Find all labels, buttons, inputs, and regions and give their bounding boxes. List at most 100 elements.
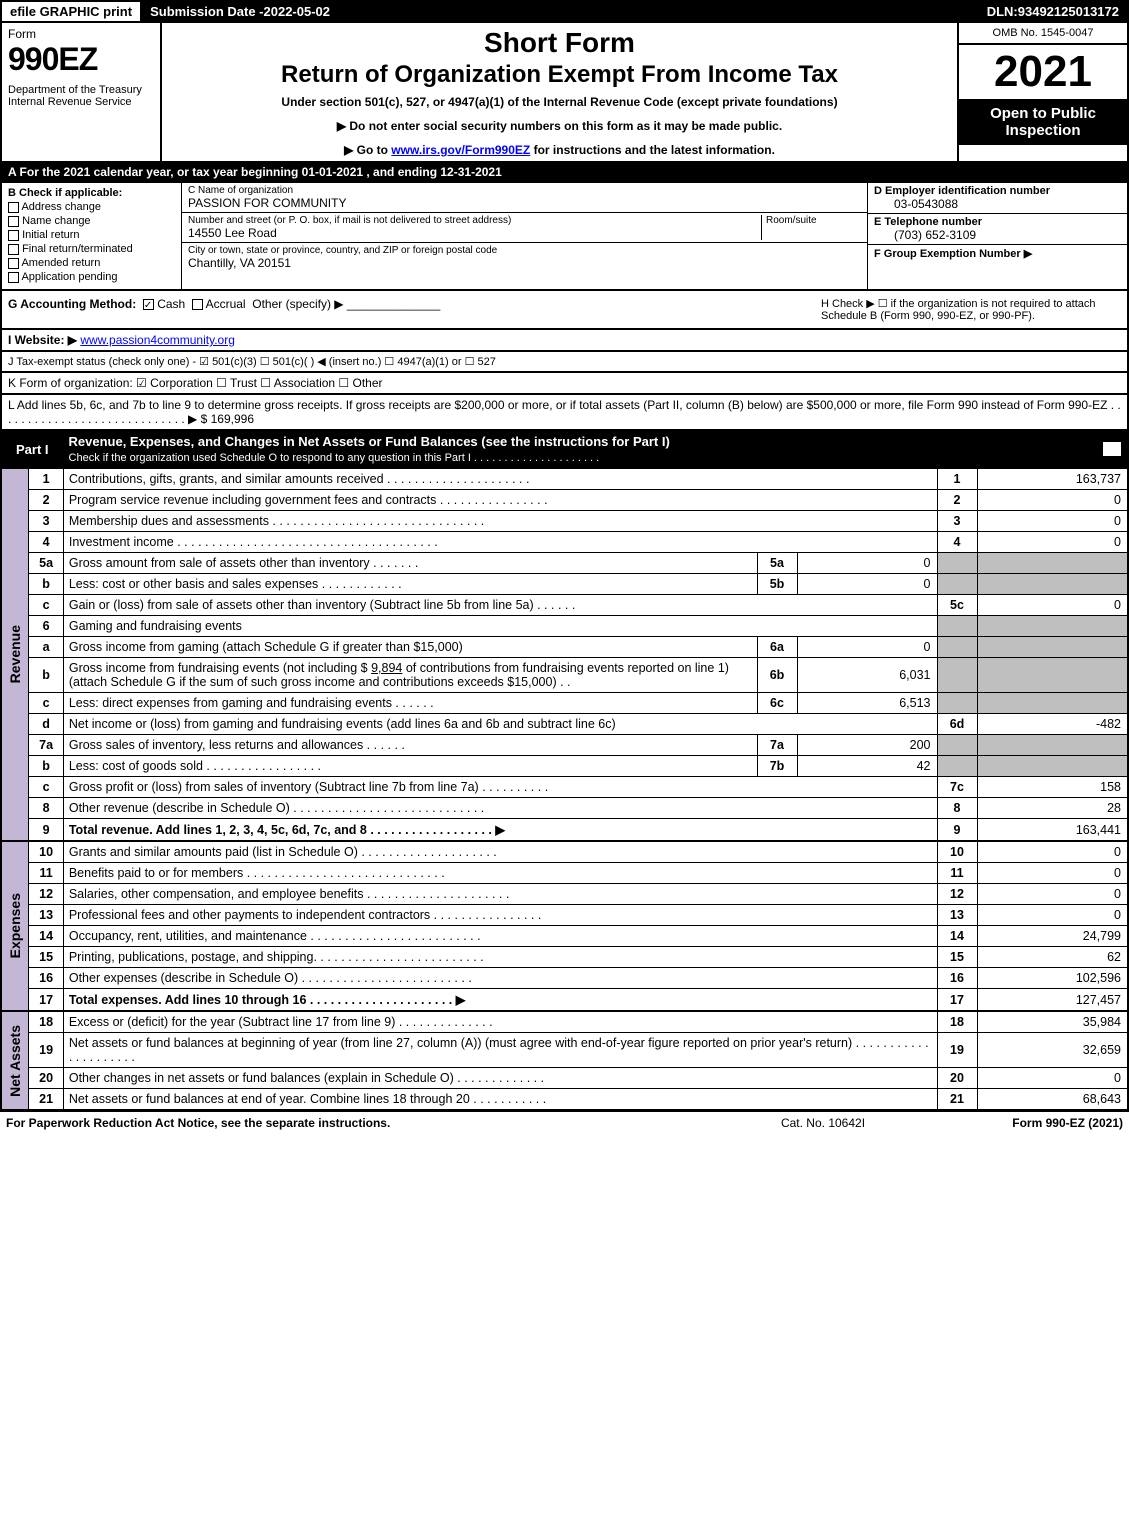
line-i: I Website: ▶ www.passion4community.org [0,330,1129,352]
header-left: Form 990EZ Department of the Treasury In… [2,23,162,161]
amt-2: 0 [977,490,1127,511]
part-i-header: Part I Revenue, Expenses, and Changes in… [0,431,1129,469]
col-c: C Name of organization PASSION FOR COMMU… [182,183,867,289]
form-header: Form 990EZ Department of the Treasury In… [0,23,1129,163]
dln-label: DLN: [987,4,1018,19]
line-15: 15Printing, publications, postage, and s… [29,947,1127,968]
chk-amended-return[interactable]: Amended return [8,257,175,269]
revenue-block: Revenue 1Contributions, gifts, grants, a… [0,469,1129,842]
line-3: 3Membership dues and assessments . . . .… [29,511,1127,532]
amt-12: 0 [977,884,1127,905]
topbar-spacer [340,2,979,21]
warn-ssn: ▶ Do not enter social security numbers o… [166,119,953,133]
side-revenue: Revenue [2,469,29,840]
footer-left: For Paperwork Reduction Act Notice, see … [6,1116,723,1130]
sub-5b: 0 [797,574,937,595]
org-street: 14550 Lee Road [188,226,761,240]
line-16: 16Other expenses (describe in Schedule O… [29,968,1127,989]
g-label: G Accounting Method: [8,297,136,311]
amt-7c: 158 [977,777,1127,798]
line-18: 18Excess or (deficit) for the year (Subt… [29,1012,1127,1033]
chk-accrual[interactable] [192,299,203,310]
l-text: L Add lines 5b, 6c, and 7b to line 9 to … [8,398,1121,426]
chk-name-change[interactable]: Name change [8,215,175,227]
chk-cash[interactable] [143,299,154,310]
amt-8: 28 [977,798,1127,819]
line-5a: 5aGross amount from sale of assets other… [29,553,1127,574]
warn-goto-post: for instructions and the latest informat… [534,143,775,157]
line-13: 13Professional fees and other payments t… [29,905,1127,926]
sub-7b: 42 [797,756,937,777]
expenses-table: 10Grants and similar amounts paid (list … [29,842,1127,1010]
amt-5c: 0 [977,595,1127,616]
line-6c: cLess: direct expenses from gaming and f… [29,693,1127,714]
dln-value: 93492125013172 [1018,4,1119,19]
part-i-check[interactable]: ☑ [1103,442,1121,456]
chk-application-pending[interactable]: Application pending [8,271,175,283]
line-17: 17Total expenses. Add lines 10 through 1… [29,989,1127,1011]
omb-number: OMB No. 1545-0047 [959,23,1127,45]
dln: DLN: 93492125013172 [979,2,1127,21]
line-a: A For the 2021 calendar year, or tax yea… [0,163,1129,183]
part-i-desc: Revenue, Expenses, and Changes in Net As… [69,434,1103,464]
line-h: H Check ▶ ☐ if the organization is not r… [821,297,1121,322]
line-6a: aGross income from gaming (attach Schedu… [29,637,1127,658]
e-label: E Telephone number [874,216,1121,228]
f-label: F Group Exemption Number ▶ [874,247,1121,260]
line-4: 4Investment income . . . . . . . . . . .… [29,532,1127,553]
line-l: L Add lines 5b, 6c, and 7b to line 9 to … [0,395,1129,431]
c-room-label: Room/suite [766,215,861,226]
line-7b: bLess: cost of goods sold . . . . . . . … [29,756,1127,777]
org-name: PASSION FOR COMMUNITY [188,196,861,210]
header-right: OMB No. 1545-0047 2021 Open to Public In… [957,23,1127,161]
line-11: 11Benefits paid to or for members . . . … [29,863,1127,884]
org-city: Chantilly, VA 20151 [188,256,861,270]
top-bar: efile GRAPHIC print Submission Date - 20… [0,0,1129,23]
ein-value: 03-0543088 [874,197,1121,211]
line-9: 9Total revenue. Add lines 1, 2, 3, 4, 5c… [29,819,1127,841]
sub-6b: 6,031 [797,658,937,693]
chk-final-return[interactable]: Final return/terminated [8,243,175,255]
irs-link[interactable]: www.irs.gov/Form990EZ [391,143,530,157]
b-label: B Check if applicable: [8,187,175,199]
tax-year: 2021 [959,45,1127,99]
line-10: 10Grants and similar amounts paid (list … [29,842,1127,863]
open-to-public: Open to Public Inspection [959,99,1127,145]
header-center: Short Form Return of Organization Exempt… [162,23,957,161]
line-5c: cGain or (loss) from sale of assets othe… [29,595,1127,616]
line-g: G Accounting Method: Cash Accrual Other … [8,297,821,322]
form-number: 990EZ [8,41,154,78]
d-label: D Employer identification number [874,185,1121,197]
subdate-value: 2022-05-02 [264,4,331,19]
sub-6a: 0 [797,637,937,658]
warn-goto-pre: ▶ Go to [344,143,391,157]
section-g-h: G Accounting Method: Cash Accrual Other … [0,291,1129,330]
chk-initial-return[interactable]: Initial return [8,229,175,241]
line-1: 1Contributions, gifts, grants, and simil… [29,469,1127,490]
amt-3: 0 [977,511,1127,532]
chk-address-change[interactable]: Address change [8,201,175,213]
revenue-table: 1Contributions, gifts, grants, and simil… [29,469,1127,840]
line-7c: cGross profit or (loss) from sales of in… [29,777,1127,798]
c-name-label: C Name of organization [188,185,861,196]
section-b-c-def: B Check if applicable: Address change Na… [0,183,1129,291]
line-6: 6Gaming and fundraising events [29,616,1127,637]
website-link[interactable]: www.passion4community.org [80,333,235,347]
col-b: B Check if applicable: Address change Na… [2,183,182,289]
side-expenses: Expenses [2,842,29,1010]
sub-6c: 6,513 [797,693,937,714]
amt-21: 68,643 [977,1089,1127,1110]
amt-6d: -482 [977,714,1127,735]
amt-18: 35,984 [977,1012,1127,1033]
title-short-form: Short Form [166,27,953,59]
subtitle-under: Under section 501(c), 527, or 4947(a)(1)… [166,95,953,109]
line-19: 19Net assets or fund balances at beginni… [29,1033,1127,1068]
amt-11: 0 [977,863,1127,884]
sub-5a: 0 [797,553,937,574]
amt-20: 0 [977,1068,1127,1089]
amt-16: 102,596 [977,968,1127,989]
warn-goto: ▶ Go to www.irs.gov/Form990EZ for instru… [166,143,953,157]
col-d-e-f: D Employer identification number 03-0543… [867,183,1127,289]
line-k: K Form of organization: ☑ Corporation ☐ … [0,373,1129,395]
line-j: J Tax-exempt status (check only one) - ☑… [0,352,1129,373]
